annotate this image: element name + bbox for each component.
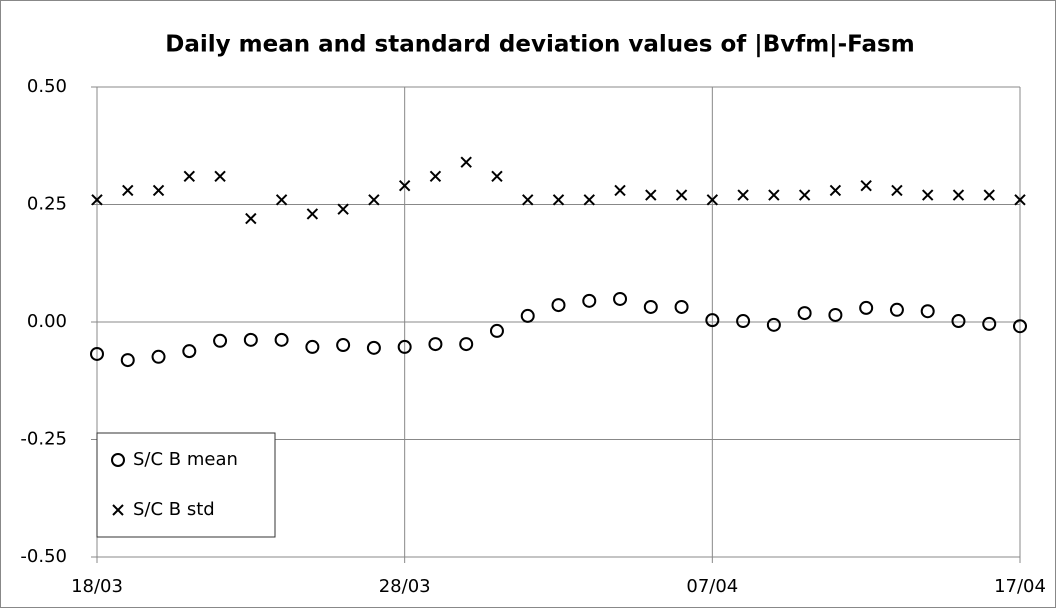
point [91, 194, 103, 206]
y-tick-label: 0.50 [27, 76, 67, 97]
point [122, 184, 134, 197]
point [398, 179, 411, 192]
point [768, 189, 780, 201]
point [859, 300, 874, 315]
y-tick-label: 0.25 [27, 194, 67, 215]
x-tick-label: 17/04 [994, 576, 1046, 597]
point [214, 170, 226, 183]
point [305, 339, 320, 354]
point [90, 346, 104, 361]
point [337, 203, 349, 215]
point [1014, 194, 1026, 206]
point [522, 194, 534, 206]
point [459, 337, 474, 352]
point [213, 333, 228, 348]
point [243, 332, 258, 347]
point [152, 184, 165, 197]
legend-box [96, 432, 276, 538]
point [489, 323, 504, 338]
point [705, 313, 720, 328]
point [429, 170, 442, 183]
y-tick-label: -0.50 [20, 546, 67, 567]
x-tick-label: 18/03 [71, 576, 123, 597]
point [643, 299, 658, 314]
point [952, 189, 965, 201]
point [552, 194, 565, 206]
point [798, 189, 811, 201]
point [674, 299, 689, 314]
point [428, 337, 443, 352]
point [274, 332, 289, 347]
x-tick-label: 28/03 [379, 576, 431, 597]
chart-title: Daily mean and standard deviation values… [165, 32, 914, 58]
point [828, 307, 843, 322]
point [183, 170, 196, 183]
point [829, 184, 842, 197]
legend-marker [111, 453, 125, 467]
point [120, 353, 135, 368]
point [920, 304, 935, 319]
point [645, 189, 657, 201]
point [151, 349, 166, 364]
point [614, 184, 626, 197]
y-tick-label: -0.25 [20, 429, 67, 450]
legend-label: S/C B mean [133, 449, 238, 470]
point [583, 194, 595, 206]
point [860, 179, 872, 192]
point [951, 314, 966, 329]
point [336, 338, 351, 353]
point [182, 344, 197, 359]
point [706, 194, 719, 206]
point [1013, 319, 1027, 334]
point [520, 308, 535, 323]
legend-label: S/C B std [133, 499, 215, 520]
point [675, 189, 688, 201]
point [582, 293, 597, 308]
point [889, 302, 904, 317]
point [921, 189, 934, 201]
point [737, 189, 749, 201]
point [275, 194, 288, 206]
point [613, 291, 628, 306]
point [982, 316, 997, 331]
point [368, 194, 380, 206]
point [983, 189, 995, 201]
point [491, 170, 503, 183]
point [306, 208, 319, 220]
point [766, 317, 781, 332]
y-tick-label: 0.00 [27, 311, 67, 332]
point [891, 184, 903, 197]
point [366, 340, 381, 355]
x-tick-label: 07/04 [686, 576, 738, 597]
point [460, 156, 472, 168]
legend-marker [112, 504, 124, 516]
point [397, 339, 412, 354]
point [736, 314, 751, 329]
point [245, 212, 257, 225]
point [551, 298, 566, 313]
point [797, 306, 812, 321]
